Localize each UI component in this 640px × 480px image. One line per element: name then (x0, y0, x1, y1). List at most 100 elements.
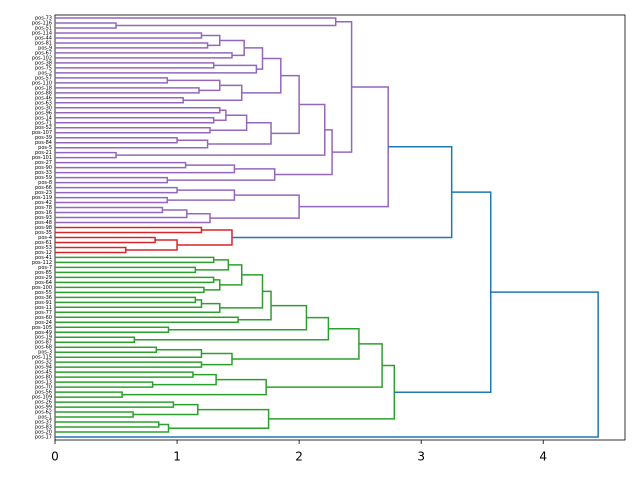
leaf-label: pos-62 (35, 410, 52, 416)
leaf-label: pos-91 (35, 300, 52, 306)
leaf-label: pos-73 (35, 16, 52, 22)
link (55, 22, 117, 29)
leaf-label: pos-14 (35, 115, 52, 121)
link (55, 32, 203, 39)
link (274, 129, 333, 176)
leaf-label: pos-38 (35, 60, 52, 66)
leaf-label: pos-90 (35, 165, 52, 171)
link (55, 206, 164, 214)
leaf-label: pos-3 (38, 350, 52, 356)
leaf-label: pos-49 (35, 330, 52, 336)
leaf-label: pos-80 (35, 375, 52, 381)
leaf-label: pos-8 (38, 180, 52, 186)
link (122, 378, 267, 396)
link (238, 290, 272, 321)
leaf-label: pos-66 (35, 185, 52, 191)
link (55, 381, 154, 388)
leaf-label: pos-75 (35, 65, 52, 71)
link (55, 97, 184, 104)
leaf-label: pos-41 (35, 255, 52, 261)
link (231, 146, 453, 239)
link (55, 186, 178, 194)
link (55, 42, 209, 49)
leaf-label: pos-44 (35, 35, 52, 41)
leaf-label: pos-17 (35, 435, 52, 441)
leaf-label: pos-87 (35, 340, 52, 346)
link (55, 209, 188, 219)
leaf-label: pos-23 (35, 190, 52, 196)
link (55, 117, 215, 124)
leaf-label: pos-112 (32, 260, 52, 266)
leaf-label: pos-102 (32, 55, 52, 61)
link (55, 164, 236, 174)
link (116, 103, 326, 156)
leaf-label: pos-96 (35, 110, 52, 116)
link (55, 139, 209, 149)
link (201, 34, 221, 47)
link (55, 371, 194, 378)
link (394, 191, 492, 393)
x-tick-label: 2 (295, 450, 303, 464)
leaf-label: pos-18 (35, 85, 52, 91)
link (55, 77, 169, 84)
leaf-label: pos-48 (35, 220, 52, 226)
leaf-label: pos-29 (35, 275, 52, 281)
leaf-label: pos-110 (32, 80, 52, 86)
link (55, 136, 178, 144)
link (168, 408, 270, 430)
leaf-label: pos-59 (35, 175, 52, 181)
link (55, 326, 170, 333)
x-tick-label: 3 (417, 450, 425, 464)
leaf-label: pos-114 (32, 30, 52, 36)
leaf-label: pos-16 (35, 210, 52, 216)
leaf-label: pos-52 (35, 125, 52, 131)
link (55, 302, 221, 314)
leaf-label: pos-63 (35, 100, 52, 106)
leaf-label: pos-81 (35, 40, 52, 46)
leaf-label: pos-57 (35, 75, 52, 81)
leaf-label: pos-24 (35, 320, 52, 326)
leaf-label: pos-21 (35, 150, 52, 156)
link (167, 168, 276, 181)
leaf-label: pos-77 (35, 310, 52, 316)
link (55, 266, 197, 274)
leaf-label: pos-84 (35, 140, 52, 146)
link (55, 246, 127, 254)
link (55, 316, 239, 324)
leaf-label: pos-94 (35, 365, 52, 371)
leaf-label: pos-7 (38, 265, 52, 271)
leaf-label: pos-20 (35, 430, 52, 436)
link (201, 352, 233, 366)
leaf-label: pos-85 (35, 270, 52, 276)
link (231, 327, 360, 360)
link (55, 196, 169, 204)
leaf-label: pos-109 (32, 395, 52, 401)
leaf-label: pos-101 (32, 155, 52, 161)
leaf-label: pos-13 (35, 380, 52, 386)
leaf-label: pos-83 (35, 425, 52, 431)
link (55, 161, 187, 169)
leaf-label: pos-53 (35, 245, 52, 251)
leaf-label: pos-9 (38, 45, 52, 51)
link (55, 236, 156, 244)
leaf-label: pos-35 (35, 230, 52, 236)
link (55, 64, 258, 74)
link (55, 296, 197, 304)
leaf-label: pos-115 (32, 355, 52, 361)
link (55, 401, 175, 408)
link (210, 194, 300, 219)
link (332, 20, 353, 153)
leaf-label: pos-64 (35, 280, 52, 286)
leaf-label: pos-60 (35, 315, 52, 321)
link (55, 286, 205, 294)
link (266, 343, 383, 388)
link (241, 57, 282, 94)
leaf-label: pos-88 (35, 90, 52, 96)
link (55, 256, 215, 264)
leaf-label: pos-33 (35, 170, 52, 176)
leaf-label: pos-51 (35, 25, 52, 31)
leaf-label: pos-55 (35, 290, 52, 296)
leaf-label: pos-105 (32, 325, 52, 331)
link (55, 348, 203, 358)
link (167, 79, 221, 92)
